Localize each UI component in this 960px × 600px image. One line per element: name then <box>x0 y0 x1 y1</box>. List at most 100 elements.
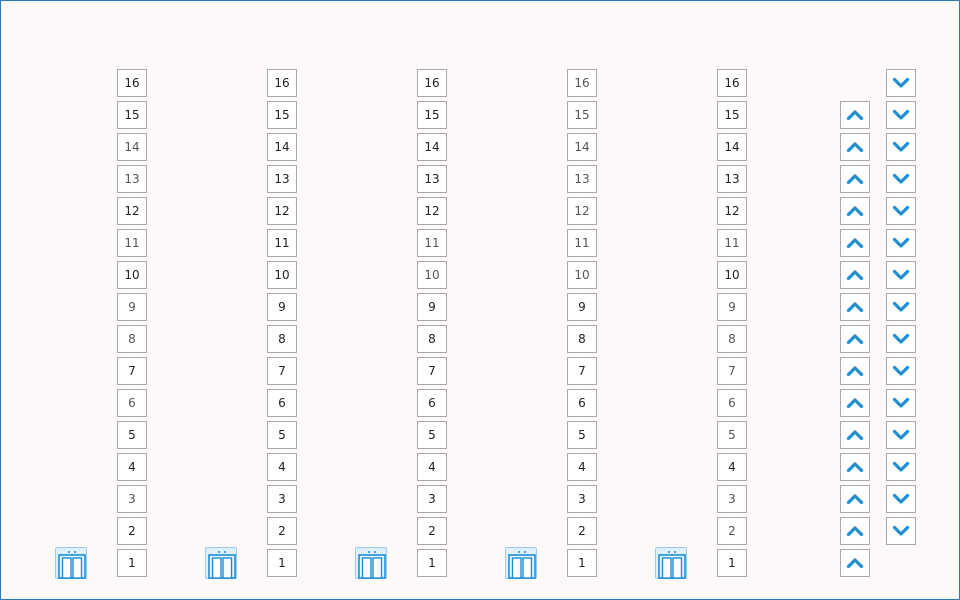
floor-button-9[interactable]: 9 <box>267 293 297 321</box>
floor-button-2[interactable]: 2 <box>117 517 147 545</box>
call-up-button-5[interactable] <box>840 421 870 449</box>
call-up-button-12[interactable] <box>840 197 870 225</box>
floor-button-15[interactable]: 15 <box>417 101 447 129</box>
call-down-button-6[interactable] <box>886 389 916 417</box>
floor-button-15[interactable]: 15 <box>717 101 747 129</box>
floor-button-4[interactable]: 4 <box>267 453 297 481</box>
floor-button-7[interactable]: 7 <box>117 357 147 385</box>
call-down-button-13[interactable] <box>886 165 916 193</box>
floor-button-4[interactable]: 4 <box>417 453 447 481</box>
floor-button-8[interactable]: 8 <box>117 325 147 353</box>
floor-button-15[interactable]: 15 <box>267 101 297 129</box>
floor-button-1[interactable]: 1 <box>117 549 147 577</box>
call-down-button-5[interactable] <box>886 421 916 449</box>
floor-button-1[interactable]: 1 <box>567 549 597 577</box>
floor-button-7[interactable]: 7 <box>717 357 747 385</box>
floor-button-10[interactable]: 10 <box>267 261 297 289</box>
floor-button-7[interactable]: 7 <box>417 357 447 385</box>
floor-button-4[interactable]: 4 <box>717 453 747 481</box>
floor-button-9[interactable]: 9 <box>117 293 147 321</box>
call-up-button-3[interactable] <box>840 485 870 513</box>
floor-button-12[interactable]: 12 <box>117 197 147 225</box>
floor-button-4[interactable]: 4 <box>567 453 597 481</box>
call-up-button-7[interactable] <box>840 357 870 385</box>
floor-button-13[interactable]: 13 <box>717 165 747 193</box>
call-up-button-13[interactable] <box>840 165 870 193</box>
floor-button-9[interactable]: 9 <box>717 293 747 321</box>
floor-button-15[interactable]: 15 <box>567 101 597 129</box>
floor-button-13[interactable]: 13 <box>567 165 597 193</box>
floor-button-2[interactable]: 2 <box>717 517 747 545</box>
call-down-button-10[interactable] <box>886 261 916 289</box>
call-up-button-15[interactable] <box>840 101 870 129</box>
floor-button-16[interactable]: 16 <box>417 69 447 97</box>
floor-button-15[interactable]: 15 <box>117 101 147 129</box>
call-up-button-11[interactable] <box>840 229 870 257</box>
floor-button-3[interactable]: 3 <box>117 485 147 513</box>
floor-button-8[interactable]: 8 <box>267 325 297 353</box>
floor-button-3[interactable]: 3 <box>417 485 447 513</box>
floor-button-11[interactable]: 11 <box>267 229 297 257</box>
call-down-button-2[interactable] <box>886 517 916 545</box>
floor-button-5[interactable]: 5 <box>117 421 147 449</box>
floor-button-5[interactable]: 5 <box>717 421 747 449</box>
floor-button-6[interactable]: 6 <box>567 389 597 417</box>
call-up-button-1[interactable] <box>840 549 870 577</box>
call-up-button-6[interactable] <box>840 389 870 417</box>
floor-button-5[interactable]: 5 <box>567 421 597 449</box>
floor-button-8[interactable]: 8 <box>417 325 447 353</box>
floor-button-2[interactable]: 2 <box>267 517 297 545</box>
floor-button-3[interactable]: 3 <box>267 485 297 513</box>
floor-button-12[interactable]: 12 <box>267 197 297 225</box>
floor-button-13[interactable]: 13 <box>267 165 297 193</box>
call-up-button-9[interactable] <box>840 293 870 321</box>
floor-button-5[interactable]: 5 <box>267 421 297 449</box>
floor-button-11[interactable]: 11 <box>567 229 597 257</box>
floor-button-11[interactable]: 11 <box>717 229 747 257</box>
floor-button-7[interactable]: 7 <box>267 357 297 385</box>
floor-button-7[interactable]: 7 <box>567 357 597 385</box>
floor-button-8[interactable]: 8 <box>567 325 597 353</box>
call-down-button-8[interactable] <box>886 325 916 353</box>
call-down-button-12[interactable] <box>886 197 916 225</box>
floor-button-1[interactable]: 1 <box>417 549 447 577</box>
floor-button-12[interactable]: 12 <box>567 197 597 225</box>
call-down-button-11[interactable] <box>886 229 916 257</box>
floor-button-8[interactable]: 8 <box>717 325 747 353</box>
floor-button-16[interactable]: 16 <box>117 69 147 97</box>
floor-button-10[interactable]: 10 <box>717 261 747 289</box>
floor-button-16[interactable]: 16 <box>567 69 597 97</box>
floor-button-16[interactable]: 16 <box>267 69 297 97</box>
call-down-button-7[interactable] <box>886 357 916 385</box>
floor-button-14[interactable]: 14 <box>117 133 147 161</box>
floor-button-12[interactable]: 12 <box>717 197 747 225</box>
floor-button-14[interactable]: 14 <box>567 133 597 161</box>
floor-button-9[interactable]: 9 <box>417 293 447 321</box>
floor-button-14[interactable]: 14 <box>417 133 447 161</box>
floor-button-11[interactable]: 11 <box>417 229 447 257</box>
floor-button-6[interactable]: 6 <box>417 389 447 417</box>
floor-button-6[interactable]: 6 <box>117 389 147 417</box>
floor-button-2[interactable]: 2 <box>417 517 447 545</box>
call-down-button-4[interactable] <box>886 453 916 481</box>
floor-button-4[interactable]: 4 <box>117 453 147 481</box>
call-down-button-9[interactable] <box>886 293 916 321</box>
floor-button-13[interactable]: 13 <box>417 165 447 193</box>
floor-button-12[interactable]: 12 <box>417 197 447 225</box>
call-up-button-2[interactable] <box>840 517 870 545</box>
floor-button-5[interactable]: 5 <box>417 421 447 449</box>
floor-button-10[interactable]: 10 <box>117 261 147 289</box>
call-down-button-16[interactable] <box>886 69 916 97</box>
call-down-button-15[interactable] <box>886 101 916 129</box>
floor-button-6[interactable]: 6 <box>717 389 747 417</box>
floor-button-9[interactable]: 9 <box>567 293 597 321</box>
floor-button-10[interactable]: 10 <box>567 261 597 289</box>
floor-button-11[interactable]: 11 <box>117 229 147 257</box>
floor-button-3[interactable]: 3 <box>567 485 597 513</box>
floor-button-14[interactable]: 14 <box>717 133 747 161</box>
floor-button-3[interactable]: 3 <box>717 485 747 513</box>
floor-button-1[interactable]: 1 <box>717 549 747 577</box>
floor-button-1[interactable]: 1 <box>267 549 297 577</box>
call-up-button-4[interactable] <box>840 453 870 481</box>
floor-button-14[interactable]: 14 <box>267 133 297 161</box>
